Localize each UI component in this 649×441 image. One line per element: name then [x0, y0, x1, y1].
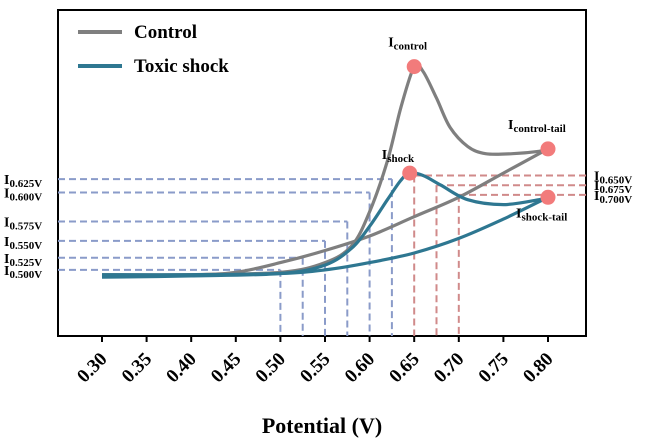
left-annotation-5-main: I — [4, 264, 9, 279]
right-annotation-2-main: I — [594, 189, 599, 204]
left-annotation-5: I0.500V — [4, 264, 42, 281]
left-annotation-1-sub: 0.600V — [9, 191, 42, 203]
left-annotation-4-main: I — [4, 252, 9, 267]
right-annotation-0-main: I — [594, 170, 599, 185]
x-tick-label-10: 0.80 — [519, 349, 557, 387]
x-tick-label-9: 0.75 — [475, 349, 513, 387]
marker-label-control-tail-main: I — [508, 118, 513, 133]
marker-label-control: Icontrol — [388, 36, 427, 53]
left-annotation-3-sub: 0.550V — [9, 240, 42, 252]
marker-label-shock-tail-main: I — [516, 206, 521, 221]
x-tick-label-1: 0.35 — [118, 349, 156, 387]
series-line-1-reverse — [101, 195, 549, 277]
marker-label-shock-tail: Ishock-tail — [516, 206, 567, 223]
x-tick-label-8: 0.70 — [430, 349, 468, 387]
x-tick-label-2: 0.40 — [162, 349, 200, 387]
legend-label-1: Toxic shock — [134, 56, 229, 77]
left-annotation-0-main: I — [4, 173, 9, 188]
left-annotation-2: I0.575V — [4, 216, 42, 233]
right-annotation-1-main: I — [594, 179, 599, 194]
left-annotation-1: I0.600V — [4, 186, 42, 203]
left-annotation-4-sub: 0.525V — [9, 257, 42, 269]
right-annotation-0: I0.650V — [594, 170, 632, 187]
marker-label-control-tail: Icontrol-tail — [508, 118, 566, 135]
marker-shock-tail — [540, 189, 556, 205]
x-tick-label-0: 0.30 — [73, 349, 111, 387]
left-annotation-0-sub: 0.625V — [9, 178, 42, 190]
legend-label-0: Control — [134, 22, 197, 43]
x-axis-label: Potential (V) — [262, 413, 382, 438]
marker-label-shock: Ishock — [382, 148, 415, 165]
marker-label-shock-tail-sub: shock-tail — [521, 211, 567, 223]
marker-label-shock-main: I — [382, 148, 387, 163]
right-annotation-2: I0.700V — [594, 189, 632, 206]
left-annotation-3-main: I — [4, 235, 9, 250]
x-tick-label-3: 0.45 — [207, 349, 245, 387]
marker-label-control-tail-sub: control-tail — [513, 123, 565, 135]
left-annotation-3: I0.550V — [4, 235, 42, 252]
right-annotation-1-sub: 0.675V — [599, 184, 632, 196]
left-annotation-0: I0.625V — [4, 173, 42, 190]
plot-frame — [57, 9, 587, 337]
marker-shock — [402, 165, 418, 181]
marker-label-control-main: I — [388, 36, 393, 51]
left-annotation-4: I0.525V — [4, 252, 42, 269]
right-annotation-1: I0.675V — [594, 179, 632, 196]
marker-label-control-sub: control — [394, 41, 427, 53]
marker-control-tail — [540, 141, 556, 157]
left-annotation-5-sub: 0.500V — [9, 269, 42, 281]
left-annotation-2-main: I — [4, 216, 9, 231]
x-tick-label-7: 0.65 — [385, 349, 423, 387]
left-annotation-1-main: I — [4, 186, 9, 201]
right-annotation-2-sub: 0.700V — [599, 194, 632, 206]
x-tick-label-6: 0.60 — [341, 349, 379, 387]
right-annotation-0-sub: 0.650V — [599, 175, 632, 187]
x-tick-label-5: 0.55 — [296, 349, 334, 387]
left-annotation-2-sub: 0.575V — [9, 221, 42, 233]
x-tick-label-4: 0.50 — [252, 349, 290, 387]
marker-control — [406, 59, 422, 75]
marker-label-shock-sub: shock — [387, 153, 415, 165]
